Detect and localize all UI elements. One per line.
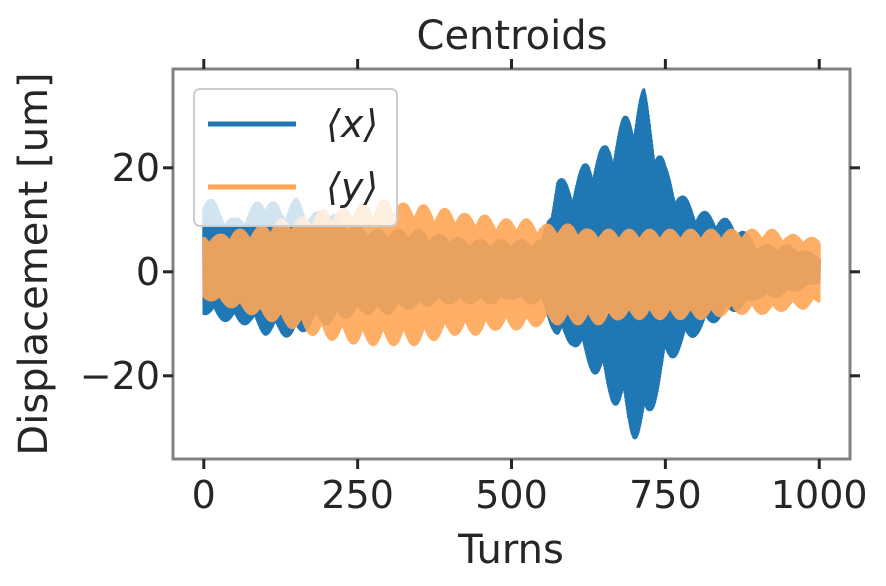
x-tick-label: 500	[475, 473, 548, 517]
x-tick-label: 750	[629, 473, 702, 517]
axis-ticks: 0 250 500 750 1000 −20 0 20	[80, 59, 868, 517]
x-tick-label: 0	[192, 473, 216, 517]
legend-label-2: ⟨y⟩	[326, 165, 378, 209]
x-tick-label: 250	[321, 473, 394, 517]
x-axis-label: Turns	[457, 527, 564, 573]
y-tick-label: 0	[136, 250, 160, 294]
y-tick-label: 20	[112, 146, 160, 190]
y-tick-label: −20	[80, 354, 160, 398]
series-line-2	[202, 199, 821, 347]
plot-series	[202, 88, 821, 440]
legend: ⟨x⟩ ⟨y⟩	[193, 88, 398, 227]
chart-title: Centroids	[417, 13, 608, 59]
x-tick-label: 1000	[771, 473, 868, 517]
legend-label-1: ⟨x⟩	[326, 102, 378, 146]
y-axis-label: Displacement [um]	[11, 72, 57, 455]
